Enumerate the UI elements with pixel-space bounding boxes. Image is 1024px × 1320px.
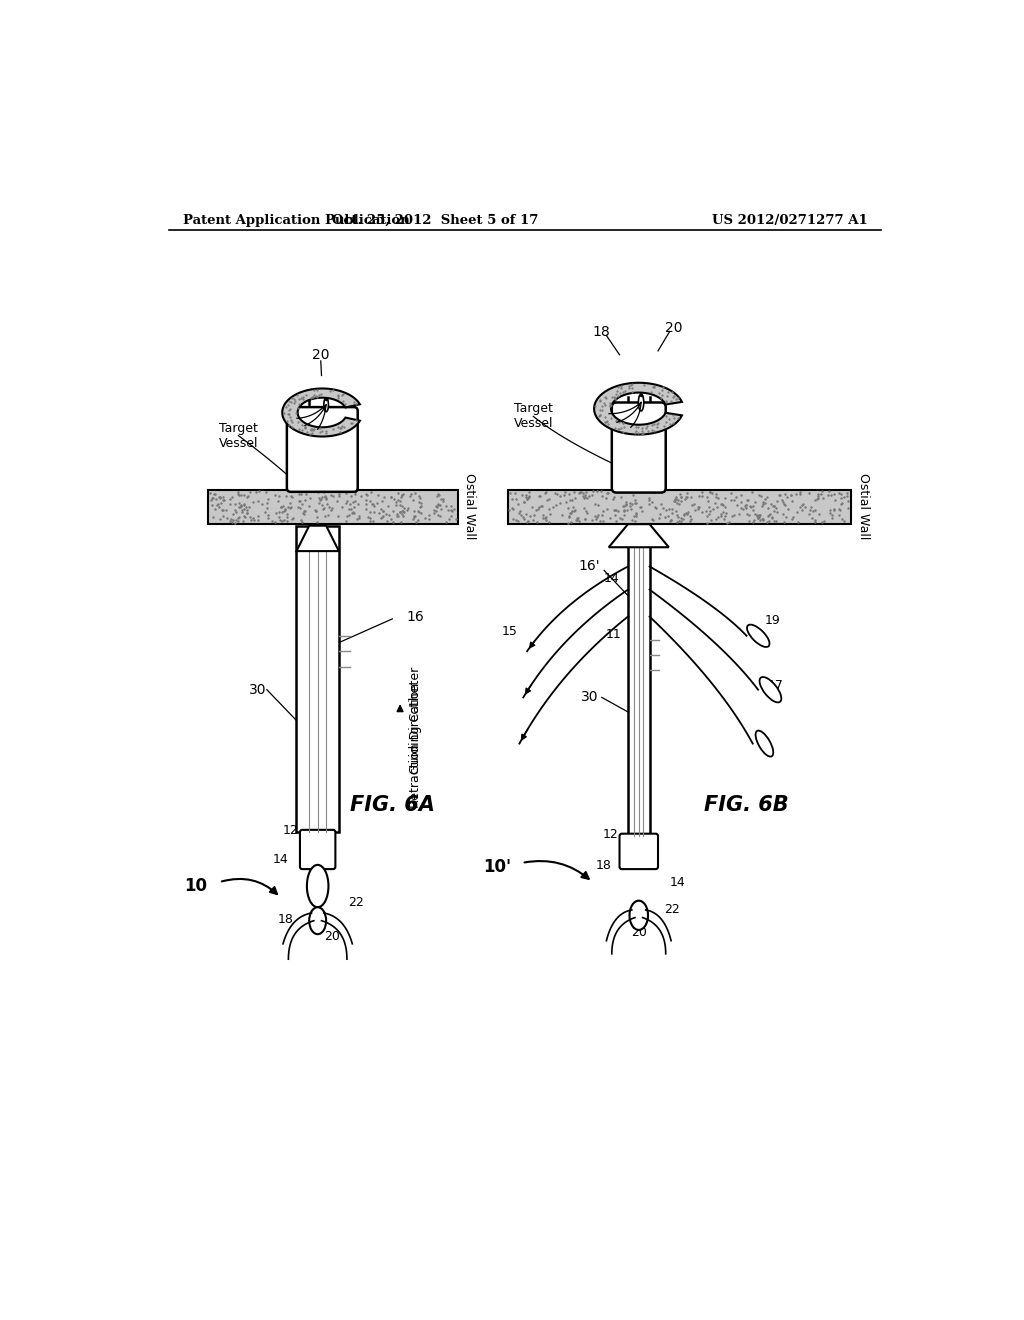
Text: 14: 14 (670, 875, 685, 888)
Ellipse shape (746, 624, 769, 647)
Text: Retraction Direction: Retraction Direction (409, 682, 422, 808)
Text: 22: 22 (348, 896, 364, 909)
Polygon shape (297, 525, 339, 552)
Text: 20: 20 (666, 321, 683, 335)
Text: 18: 18 (596, 859, 611, 871)
Ellipse shape (324, 397, 329, 412)
Text: 30: 30 (250, 682, 267, 697)
FancyBboxPatch shape (287, 407, 357, 492)
Text: 11: 11 (606, 628, 622, 640)
Text: US 2012/0271277 A1: US 2012/0271277 A1 (712, 214, 867, 227)
Text: 19: 19 (764, 614, 780, 627)
Text: 17: 17 (768, 680, 784, 693)
Text: 16: 16 (407, 610, 424, 623)
Text: Oct. 25, 2012  Sheet 5 of 17: Oct. 25, 2012 Sheet 5 of 17 (332, 214, 538, 227)
FancyBboxPatch shape (620, 834, 658, 869)
FancyBboxPatch shape (611, 403, 666, 492)
Ellipse shape (638, 393, 644, 411)
Text: 20: 20 (312, 347, 330, 362)
FancyBboxPatch shape (508, 490, 851, 524)
Text: Patent Application Publication: Patent Application Publication (183, 214, 410, 227)
Text: FIG. 6A: FIG. 6A (350, 795, 435, 816)
Text: 15: 15 (502, 626, 518, 639)
Text: Target
Vessel: Target Vessel (513, 403, 553, 430)
Polygon shape (283, 388, 359, 437)
Text: 20: 20 (325, 929, 340, 942)
FancyBboxPatch shape (300, 830, 336, 869)
Text: 18: 18 (278, 912, 294, 925)
Text: Guiding Catheter: Guiding Catheter (409, 667, 422, 774)
Text: Ostial Wall: Ostial Wall (857, 474, 869, 540)
Text: 16': 16' (579, 560, 600, 573)
Text: 12: 12 (603, 828, 618, 841)
Text: 10': 10' (482, 858, 511, 875)
Text: 18: 18 (291, 451, 309, 466)
Text: FIG. 6B: FIG. 6B (705, 795, 788, 816)
Text: 12: 12 (283, 824, 298, 837)
Text: 14: 14 (272, 853, 289, 866)
Text: 22: 22 (665, 903, 680, 916)
Text: 14: 14 (604, 572, 620, 585)
Ellipse shape (309, 907, 326, 935)
FancyBboxPatch shape (208, 490, 458, 524)
Text: Target
Vessel: Target Vessel (218, 421, 258, 450)
Text: Ostial Wall: Ostial Wall (463, 474, 476, 540)
Ellipse shape (307, 865, 329, 907)
Text: 30: 30 (581, 690, 598, 705)
Polygon shape (608, 524, 669, 548)
Bar (628, 524, 649, 836)
Bar (297, 525, 339, 832)
Ellipse shape (756, 730, 773, 756)
Text: 10: 10 (184, 876, 208, 895)
Ellipse shape (760, 677, 781, 702)
Text: 18: 18 (593, 325, 610, 339)
Polygon shape (594, 383, 682, 434)
Ellipse shape (630, 900, 648, 929)
Text: 20: 20 (631, 925, 647, 939)
